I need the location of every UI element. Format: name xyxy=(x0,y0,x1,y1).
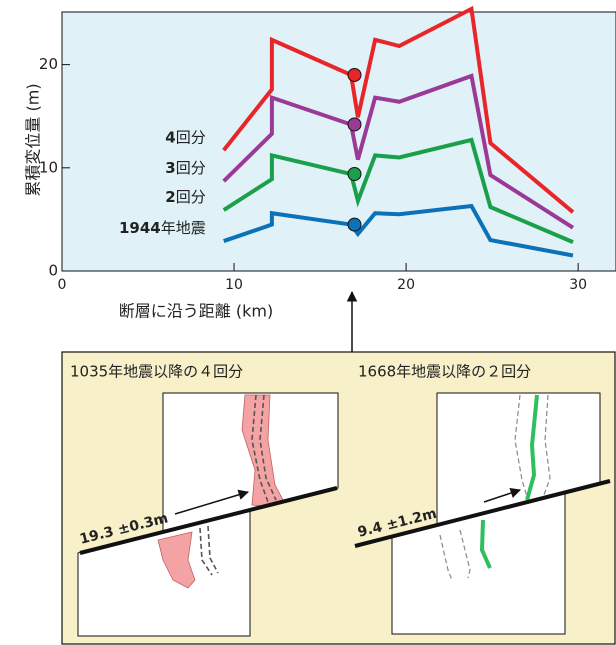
data-marker xyxy=(348,218,361,231)
legend-label-bold: 3 xyxy=(165,159,175,177)
y-axis-label: 累積変位量 (m) xyxy=(24,83,43,196)
x-tick-label: 30 xyxy=(569,277,587,293)
data-marker xyxy=(348,168,361,181)
legend-label-bold: 4 xyxy=(165,128,175,146)
legend-label: 3回分 xyxy=(165,159,205,177)
y-tick-label: 20 xyxy=(39,55,58,73)
x-axis-label: 断層に沿う距離 (km) xyxy=(119,302,273,321)
x-tick-label: 20 xyxy=(397,277,415,293)
diagram-panel: 1035年地震以降の４回分 1668年地震以降の２回分 19.3 ±0.3m 9… xyxy=(62,352,615,644)
data-marker xyxy=(348,118,361,131)
legend-label-rest: 回分 xyxy=(176,159,206,177)
legend-label-rest: 年地震 xyxy=(161,219,206,237)
legend-label-rest: 回分 xyxy=(176,128,206,146)
x-tick-label: 0 xyxy=(58,277,67,293)
panel-title: 1035年地震以降の４回分 xyxy=(70,363,243,381)
data-marker xyxy=(348,68,361,81)
page: 010200102030断層に沿う距離 (km)累積変位量 (m)4回分3回分2… xyxy=(0,0,616,645)
panel-title: 1668年地震以降の２回分 xyxy=(358,363,531,381)
legend-label: 1944年地震 xyxy=(119,219,206,237)
legend-label-bold: 1944 xyxy=(119,219,161,237)
legend-label: 2回分 xyxy=(165,188,205,206)
legend-label: 4回分 xyxy=(165,128,205,146)
legend-label-rest: 回分 xyxy=(176,188,206,206)
legend-label-bold: 2 xyxy=(165,188,175,206)
x-tick-label: 10 xyxy=(225,277,243,293)
